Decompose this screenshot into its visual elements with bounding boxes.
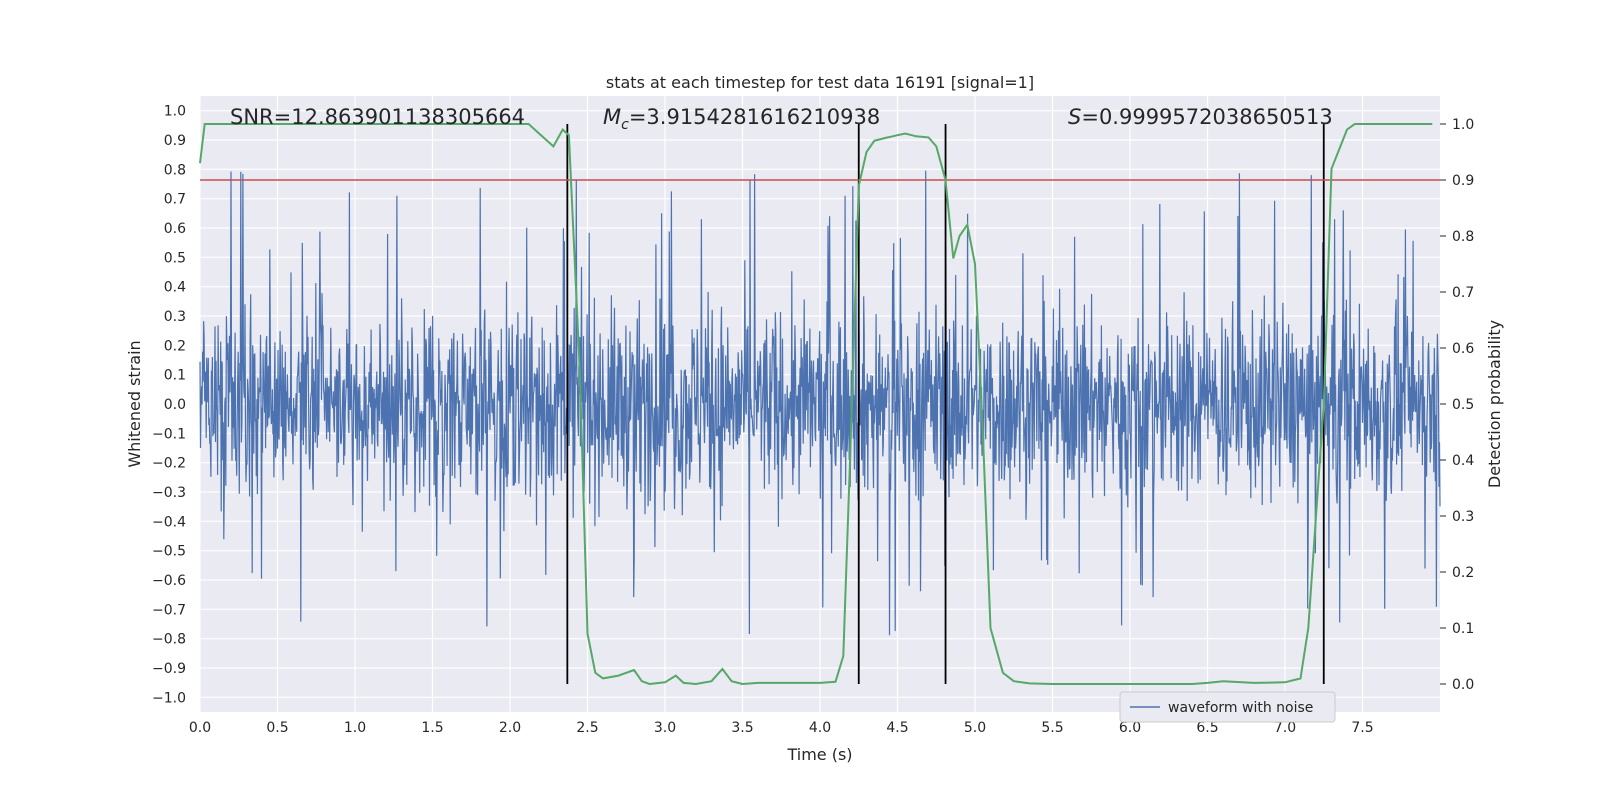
x-tick-label: 5.5 [1041,720,1063,736]
y-right-tick-label: 1.0 [1452,117,1474,133]
x-tick-label: 2.0 [499,720,521,736]
x-tick-label: 5.0 [964,720,986,736]
y-tick-label: 0.9 [164,133,186,149]
chart-title: stats at each timestep for test data 161… [606,73,1034,92]
y-right-tick-label: 0.6 [1452,341,1474,357]
detection-stat-annotation: S=0.9999572038650513 [1068,105,1333,129]
x-tick-labels: 0.0 0.5 1.0 1.5 2.0 2.5 3.0 3.5 4.0 4.5 5.0 5.5 6.0 6… [189,720,1374,736]
y-right-tick-label: 0.3 [1452,509,1474,525]
x-tick-label: 3.0 [654,720,676,736]
y-tick-label: −0.2 [152,456,186,472]
y-tick-label: 1.0 [164,104,186,120]
x-tick-label: 3.5 [731,720,753,736]
legend-box [1119,691,1336,723]
y-right-tick-label: 0.0 [1452,677,1474,693]
x-tick-label: 0.5 [266,720,288,736]
waveform-line [199,170,1441,636]
y-right-tick-label: 0.4 [1452,453,1474,469]
y-right-tick-label: 0.1 [1452,621,1474,637]
x-tick-label: 7.5 [1351,720,1373,736]
waveform-series [199,170,1441,636]
y-right-tick-label: 0.2 [1452,565,1474,581]
x-tick-label: 0.0 [189,720,211,736]
y-tick-label: 0.1 [164,368,186,384]
y-right-tick-label: 0.8 [1452,229,1474,245]
y-tick-label: −0.3 [152,485,186,501]
x-tick-label: 4.0 [809,720,831,736]
chirp-mass-symbol: M [603,105,621,129]
y-right-tick-label: 0.9 [1452,173,1474,189]
y-tick-label: −0.7 [152,602,186,618]
probability-line [199,123,1433,686]
chirp-mass-annotation: Mc=3.9154281616210938 [603,105,880,133]
y-tick-label: 0.2 [164,338,186,354]
chirp-mass-subscript: c [621,117,629,133]
x-axis-label: Time (s) [786,745,852,764]
y-tick-label: −0.6 [152,573,186,589]
y-tick-labels: 1.0 0.9 0.8 0.7 0.6 0.5 0.4 0.3 0.2 0.1 0.0 −0.1 −0.… [152,104,186,707]
y-tick-label: 0.6 [164,221,186,237]
detection-stat-symbol: S [1068,105,1081,129]
x-tick-label: 6.0 [1119,720,1141,736]
y-tick-label: 0.8 [164,162,186,178]
detection-stat-value: =0.9999572038650513 [1081,105,1332,129]
y-tick-label: 0.7 [164,192,186,208]
y-tick-label: 0.3 [164,309,186,325]
x-tick-label: 7.0 [1274,720,1296,736]
x-tick-label: 1.0 [344,720,366,736]
legend: waveform with noise [1119,691,1336,723]
y-right-axis-label: Detection probability [1485,320,1504,488]
y-right-tick-label: 0.5 [1452,397,1474,413]
chirp-mass-value: =3.9154281616210938 [629,105,880,129]
x-tick-label: 1.5 [421,720,443,736]
legend-label: waveform with noise [1168,700,1313,716]
snr-annotation: SNR=12.863901138305664 [230,105,525,129]
y-tick-label: −0.4 [152,514,186,530]
y-tick-label: −0.8 [152,632,186,648]
x-tick-label: 4.5 [886,720,908,736]
y-tick-label: 0.4 [164,280,186,296]
y-tick-label: −0.9 [152,661,186,677]
y-axis-label: Whitened strain [125,340,144,467]
y-tick-label: −0.5 [152,544,186,560]
y-tick-label: 0.5 [164,250,186,266]
x-tick-label: 2.5 [576,720,598,736]
y-right-tick-labels: 1.0 0.9 0.8 0.7 0.6 0.5 0.4 0.3 0.2 0.1 0.0 [1440,117,1474,693]
probability-series [199,123,1433,686]
y-right-tick-label: 0.7 [1452,285,1474,301]
y-tick-label: −1.0 [152,690,186,706]
x-tick-label: 6.5 [1196,720,1218,736]
y-tick-label: 0.0 [164,397,186,413]
y-tick-label: −0.1 [152,426,186,442]
